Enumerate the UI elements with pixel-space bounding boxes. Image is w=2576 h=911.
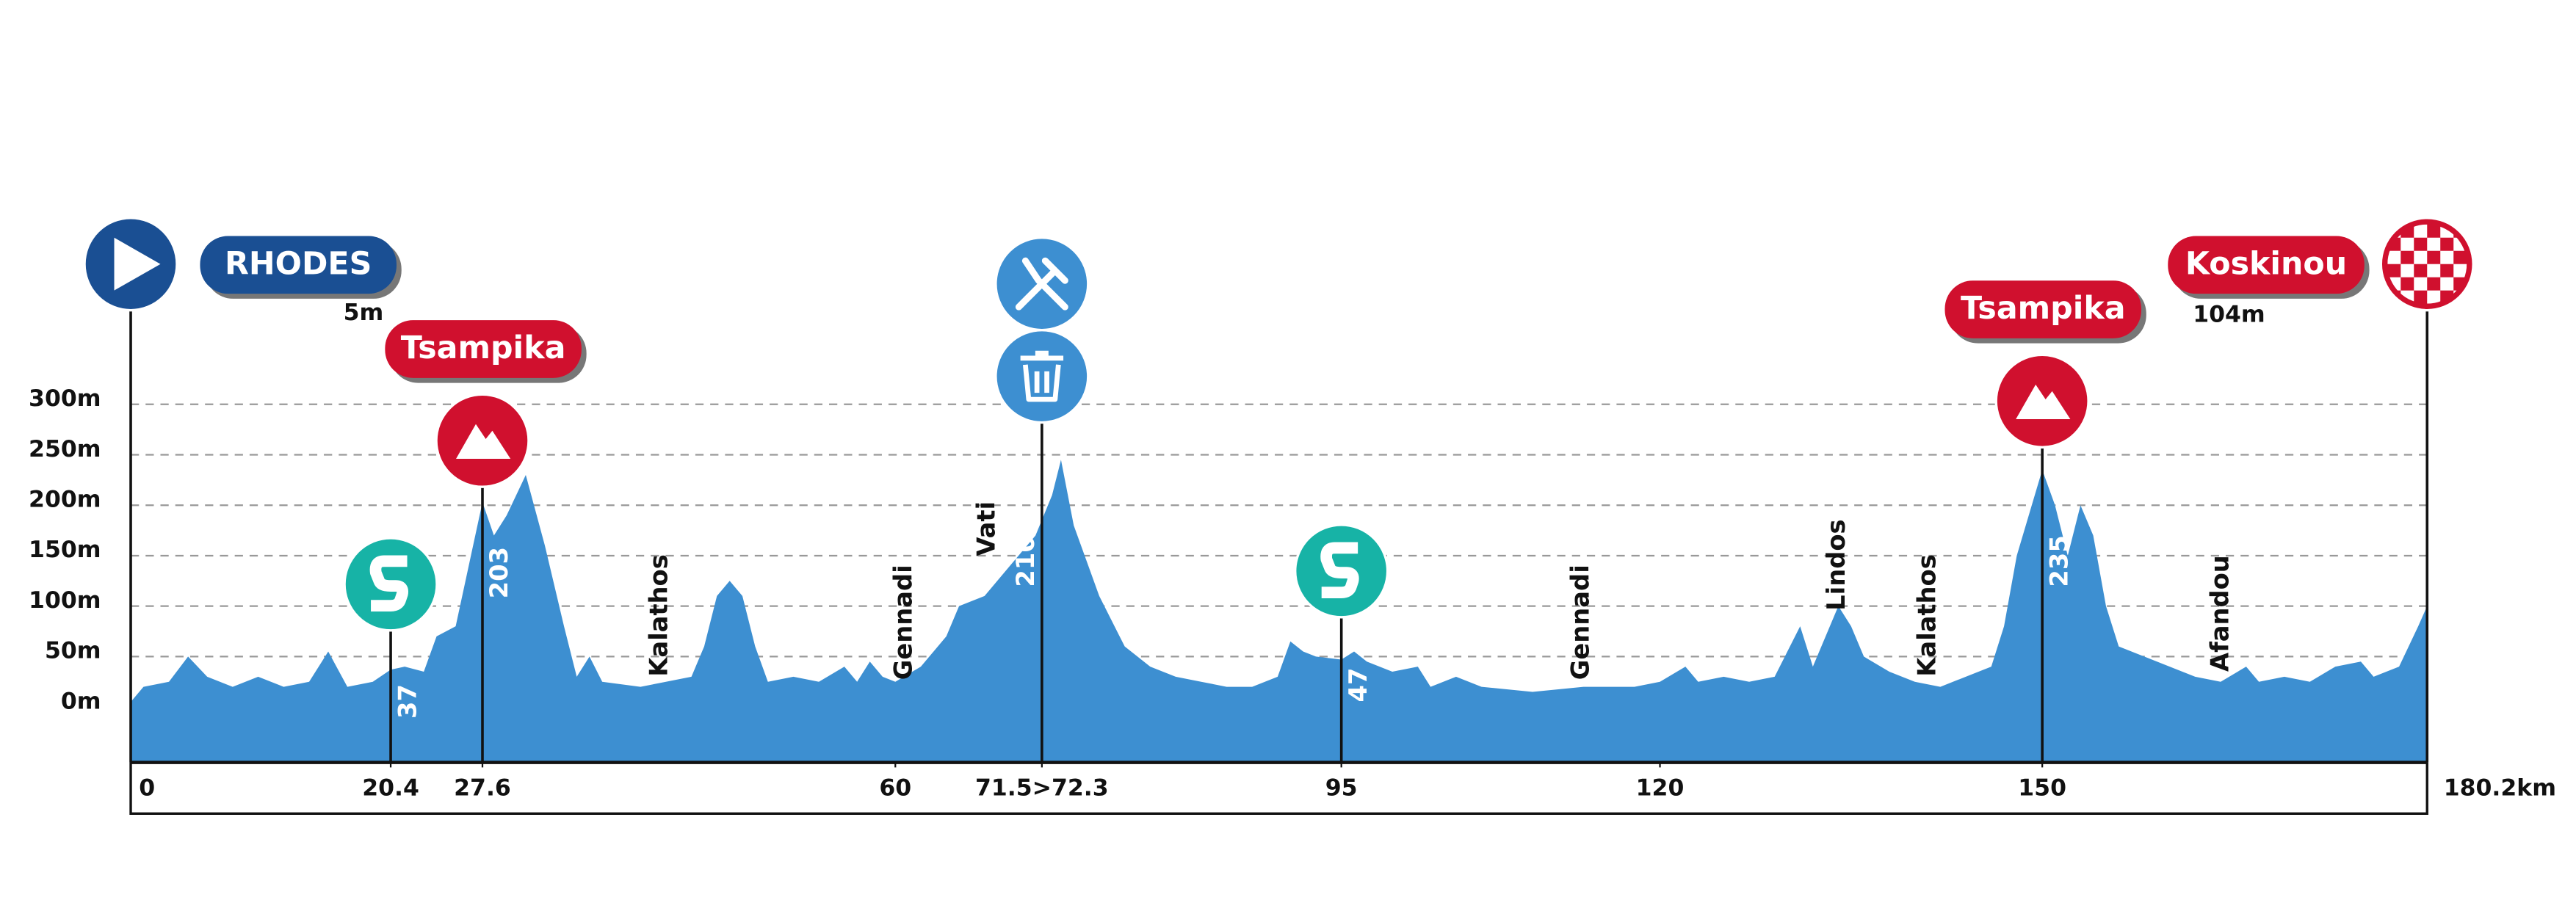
x-tick-label: 120	[1636, 775, 1685, 802]
finish-altitude: 104m	[2193, 301, 2265, 327]
x-tick-label: 20.4	[362, 775, 419, 802]
profile	[131, 460, 2428, 763]
town-name: Kalathos	[1912, 554, 1941, 677]
x-tick-label: 27.6	[454, 775, 511, 802]
sprint-icon	[1320, 542, 1359, 598]
overlay: 0m 50m 100m 150m 200m 250m 300m 0 20.4 27.6 60 71.5…	[29, 217, 2556, 816]
checker-square	[2427, 264, 2441, 277]
checker-square	[2427, 290, 2441, 304]
checker-square	[2414, 224, 2428, 238]
climb-name	[1944, 280, 2142, 338]
fork-knife	[1015, 257, 1068, 311]
x-tick-label: 0	[139, 775, 155, 802]
sprint-icon	[369, 555, 409, 611]
mountain-icon	[2016, 384, 2071, 420]
start-name	[200, 236, 397, 294]
y-tick-label: 300m	[29, 385, 101, 412]
trash-can	[1020, 350, 1064, 402]
town-name: Lindos	[1822, 519, 1850, 610]
checker-square	[2440, 250, 2454, 264]
x-tick-label: 150	[2018, 775, 2066, 802]
town-name: Kalathos	[645, 554, 673, 677]
start-arrow	[114, 237, 161, 291]
x-tick-label: 95	[1325, 775, 1358, 802]
distance-box	[129, 762, 2428, 816]
y-tick-label: 150m	[29, 537, 101, 563]
y-tick-label: 100m	[29, 587, 101, 614]
elevation-label: 203	[485, 547, 513, 598]
start-name-text: RHODES	[225, 245, 372, 282]
x-tick-label: 60	[879, 775, 911, 802]
checker-square	[2453, 264, 2467, 277]
finish-name	[2168, 236, 2365, 294]
y-tick-label: 50m	[45, 638, 101, 664]
checker-square	[2427, 237, 2441, 251]
elevation-label: 37	[393, 684, 422, 719]
waste-icon	[994, 328, 1090, 424]
town-name: Gennadi	[889, 565, 918, 680]
start-altitude: 5m	[344, 300, 384, 326]
checker-square	[2387, 250, 2401, 264]
x-tick-label: 180.2km	[2444, 775, 2556, 802]
climb-name	[385, 320, 582, 378]
x-tick-label: 71.5>72.3	[975, 775, 1109, 802]
elevation-label: 47	[1344, 668, 1372, 703]
mountain-icon	[456, 424, 511, 459]
checker	[2387, 224, 2467, 304]
elevation-area	[131, 460, 2428, 763]
town-name: Afandou	[2205, 555, 2234, 672]
y-tick-label: 250m	[29, 436, 101, 462]
elevation-label: 210	[1011, 535, 1040, 587]
finish-name-text: Koskinou	[2185, 245, 2347, 282]
climb-name-text: Tsampika	[1961, 290, 2126, 327]
y-tick-label: 200m	[29, 486, 101, 512]
checker-square	[2400, 237, 2414, 251]
checker-square	[2414, 250, 2428, 264]
elevation-label: 235	[2044, 535, 2073, 587]
town-name: Vati	[972, 501, 1001, 556]
y-tick-label: 0m	[61, 688, 101, 714]
checker-square	[2440, 277, 2454, 291]
town-name: Gennadi	[1566, 565, 1594, 680]
checker-square	[2414, 277, 2428, 291]
checker-square	[2400, 264, 2414, 277]
climb-name-text: Tsampika	[401, 330, 566, 366]
